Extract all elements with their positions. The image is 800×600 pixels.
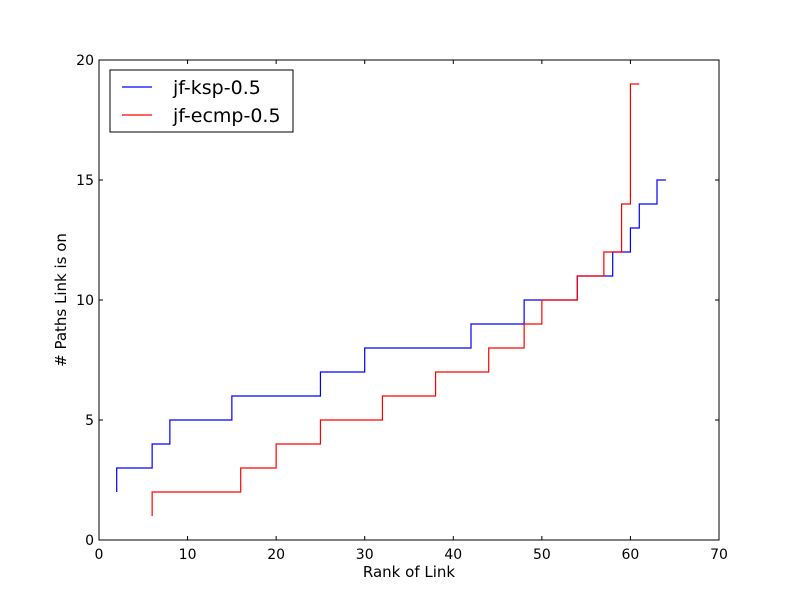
x-tick-label: 60 [622, 547, 640, 563]
x-tick-label: 10 [179, 547, 197, 563]
y-tick-label: 10 [76, 293, 94, 309]
y-tick-label: 5 [85, 413, 94, 429]
legend-label-jf-ksp: jf-ksp-0.5 [172, 77, 261, 99]
x-tick-label: 0 [95, 547, 104, 563]
legend-label-jf-ecmp: jf-ecmp-0.5 [172, 105, 281, 127]
y-axis-label: # Paths Link is on [52, 233, 70, 367]
x-tick-label: 50 [533, 547, 551, 563]
ticks-layer: 0 10 20 30 40 50 60 70 0 5 10 15 20 [76, 53, 728, 563]
y-tick-label: 20 [76, 53, 94, 69]
series-layer [116, 83, 666, 516]
x-tick-label: 40 [444, 547, 462, 563]
x-tick-label: 70 [710, 547, 728, 563]
y-tick-label: 0 [85, 533, 94, 549]
legend: jf-ksp-0.5 jf-ecmp-0.5 [109, 69, 294, 133]
legend-frame [109, 69, 294, 133]
x-axis-label: Rank of Link [363, 563, 456, 581]
series-line-1 [151, 83, 640, 516]
x-tick-label: 30 [356, 547, 374, 563]
series-line-0 [116, 179, 666, 492]
x-tick-label: 20 [267, 547, 285, 563]
y-tick-label: 15 [76, 173, 94, 189]
plot-background [99, 60, 719, 540]
